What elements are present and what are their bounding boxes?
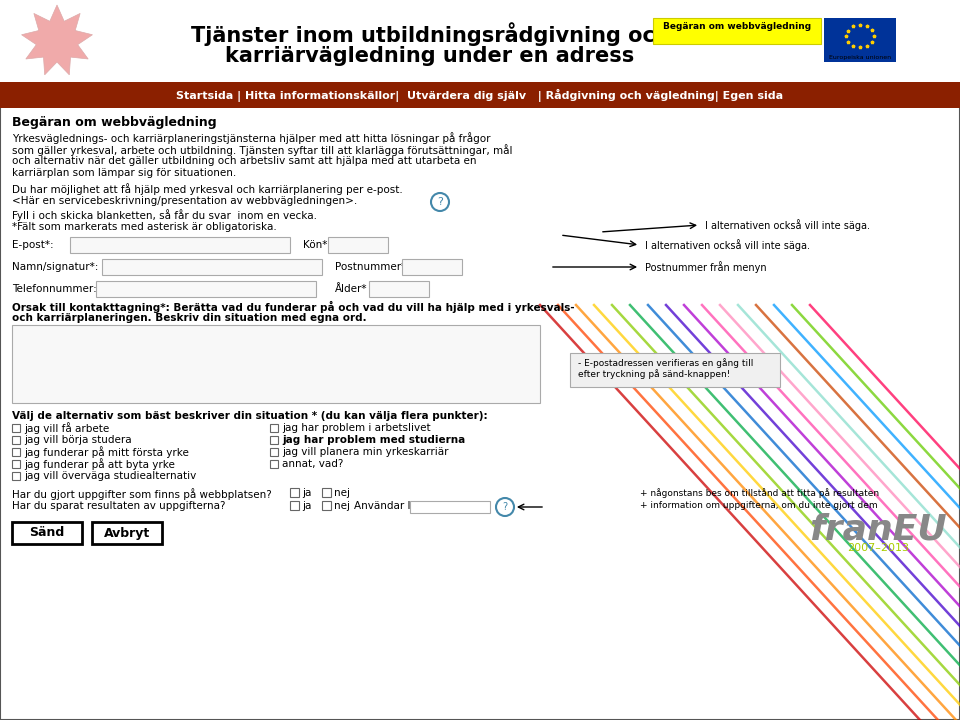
- Polygon shape: [21, 5, 92, 75]
- Text: Ålder*: Ålder*: [335, 284, 368, 294]
- Text: I alternativen också vill inte säga.: I alternativen också vill inte säga.: [705, 219, 870, 231]
- Text: Har du sparat resultaten av uppgifterna?: Har du sparat resultaten av uppgifterna?: [12, 501, 226, 511]
- Text: som gäller yrkesval, arbete och utbildning. Tjänsten syftar till att klarlägga f: som gäller yrkesval, arbete och utbildni…: [12, 144, 513, 156]
- Text: jag vill planera min yrkeskarriär: jag vill planera min yrkeskarriär: [282, 447, 448, 457]
- Text: ja: ja: [302, 488, 311, 498]
- Bar: [12, 460, 20, 468]
- Bar: [570, 353, 780, 387]
- Text: Användar ID: Användar ID: [354, 501, 419, 511]
- Bar: [70, 237, 290, 253]
- Bar: [0, 0, 960, 82]
- Text: ?: ?: [437, 197, 443, 207]
- Bar: [290, 501, 299, 510]
- Text: ?: ?: [502, 502, 508, 512]
- Text: + någonstans bes om tillstånd att titta på resultaten: + någonstans bes om tillstånd att titta …: [640, 488, 879, 498]
- Text: jag vill få arbete: jag vill få arbete: [24, 422, 109, 434]
- Bar: [410, 501, 490, 513]
- Text: jag vill börja studera: jag vill börja studera: [24, 435, 132, 445]
- Text: Begäran om webbvägledning: Begäran om webbvägledning: [12, 116, 217, 129]
- Text: ja: ja: [302, 501, 311, 511]
- Bar: [12, 424, 20, 432]
- Text: Begäran om webbvägledning: Begäran om webbvägledning: [663, 22, 811, 31]
- Text: Fyll i och skicka blanketten, så får du svar  inom en vecka.: Fyll i och skicka blanketten, så får du …: [12, 209, 317, 221]
- Text: <Här en servicebeskrivning/presentation av webbvägledningen>.: <Här en servicebeskrivning/presentation …: [12, 196, 357, 206]
- Bar: [92, 522, 162, 544]
- Text: *Fält som markerats med asterisk är obligatoriska.: *Fält som markerats med asterisk är obli…: [12, 222, 276, 232]
- Text: Avbryt: Avbryt: [104, 526, 150, 539]
- Text: jag funderar på mitt första yrke: jag funderar på mitt första yrke: [24, 446, 189, 458]
- Bar: [270, 460, 278, 468]
- Text: och alternativ när det gäller utbildning och arbetsliv samt att hjälpa med att u: och alternativ när det gäller utbildning…: [12, 156, 476, 166]
- Text: jag funderar på att byta yrke: jag funderar på att byta yrke: [24, 458, 175, 470]
- Text: Har du gjort uppgifter som finns på webbplatsen?: Har du gjort uppgifter som finns på webb…: [12, 488, 272, 500]
- Text: Postnummer från menyn: Postnummer från menyn: [645, 261, 767, 273]
- Bar: [824, 18, 896, 62]
- Text: Namn/signatur*:: Namn/signatur*:: [12, 262, 98, 272]
- Bar: [12, 325, 540, 403]
- Bar: [12, 448, 20, 456]
- Text: jag har problem i arbetslivet: jag har problem i arbetslivet: [282, 423, 431, 433]
- Text: karriärvägledning under en adress: karriärvägledning under en adress: [226, 46, 635, 66]
- Text: franEU: franEU: [809, 512, 947, 546]
- Bar: [653, 18, 821, 44]
- Text: nej: nej: [334, 488, 350, 498]
- Bar: [270, 436, 278, 444]
- Text: + information om uppgifterna, om du inte gjort dem: + information om uppgifterna, om du inte…: [640, 501, 877, 510]
- Bar: [290, 488, 299, 497]
- Text: jag vill överväga studiealternativ: jag vill överväga studiealternativ: [24, 471, 196, 481]
- Text: och karriärplaneringen. Beskriv din situation med egna ord.: och karriärplaneringen. Beskriv din situ…: [12, 313, 367, 323]
- Text: Yrkesväglednings- och karriärplaneringstjänsterna hjälper med att hitta lösninga: Yrkesväglednings- och karriärplaneringst…: [12, 132, 491, 144]
- Bar: [270, 448, 278, 456]
- Bar: [328, 237, 388, 253]
- Bar: [402, 259, 462, 275]
- Text: Du har möjlighet att få hjälp med yrkesval och karriärplanering per e-post.: Du har möjlighet att få hjälp med yrkesv…: [12, 183, 403, 195]
- Text: 2007–2013: 2007–2013: [847, 543, 909, 553]
- Text: Kön*: Kön*: [303, 240, 327, 250]
- Text: Orsak till kontakttagning*: Berätta vad du funderar på och vad du vill ha hjälp : Orsak till kontakttagning*: Berätta vad …: [12, 301, 575, 313]
- Bar: [270, 424, 278, 432]
- Text: I alternativen också vill inte säga.: I alternativen också vill inte säga.: [645, 239, 810, 251]
- Text: nej: nej: [334, 501, 350, 511]
- Text: Postnummer*: Postnummer*: [335, 262, 406, 272]
- Bar: [322, 488, 331, 497]
- Text: - E-postadressen verifieras en gång till
efter tryckning på sänd-knappen!: - E-postadressen verifieras en gång till…: [578, 358, 754, 379]
- Bar: [12, 436, 20, 444]
- Text: annat, vad?: annat, vad?: [282, 459, 344, 469]
- Text: Sänd: Sänd: [30, 526, 64, 539]
- Text: Tjänster inom utbildningsrådgivning och: Tjänster inom utbildningsrådgivning och: [191, 22, 669, 46]
- Text: karriärplan som lämpar sig för situationen.: karriärplan som lämpar sig för situation…: [12, 168, 236, 178]
- Bar: [369, 281, 429, 297]
- Bar: [102, 259, 322, 275]
- Bar: [0, 82, 960, 108]
- Bar: [12, 522, 82, 544]
- Text: E-post*:: E-post*:: [12, 240, 54, 250]
- Text: Telefonnummer:: Telefonnummer:: [12, 284, 97, 294]
- Bar: [12, 472, 20, 480]
- Text: Startsida | Hitta informationskällor|  Utvärdera dig själv   | Rådgivning och vä: Startsida | Hitta informationskällor| Ut…: [177, 89, 783, 102]
- Bar: [96, 281, 316, 297]
- Text: jag har problem med studierna: jag har problem med studierna: [282, 435, 466, 445]
- Text: Europeiska unionen: Europeiska unionen: [828, 55, 891, 60]
- Bar: [322, 501, 331, 510]
- Text: Välj de alternativ som bäst beskriver din situation * (du kan välja flera punkte: Välj de alternativ som bäst beskriver di…: [12, 411, 488, 421]
